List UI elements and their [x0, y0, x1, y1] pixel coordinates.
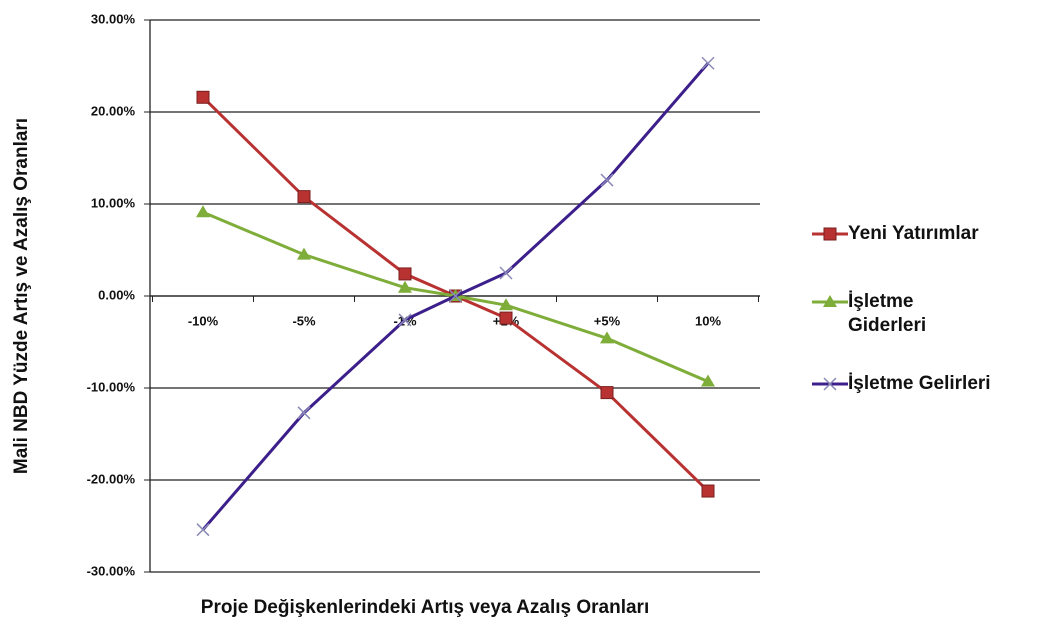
marker: [600, 331, 614, 344]
y-tick-label: -20.00%: [87, 471, 136, 486]
marker: [196, 523, 210, 537]
legend-label: İşletme Gelirleri: [848, 373, 991, 394]
x-tick-label: -5%: [292, 313, 316, 328]
marker: [600, 386, 614, 400]
marker: [297, 247, 311, 260]
legend-label: İşletme Giderleri: [848, 291, 927, 336]
x-tick-label: +5%: [594, 313, 621, 328]
y-tick-label: 10.00%: [91, 195, 136, 210]
marker: [297, 406, 311, 420]
marker: [398, 280, 412, 293]
legend-item: Yeni Yatırımlar: [812, 222, 1018, 246]
x-tick-label: -10%: [188, 313, 219, 328]
marker: [448, 289, 463, 303]
marker: [499, 298, 513, 311]
marker: [499, 266, 513, 280]
x-tick-label: 10%: [695, 313, 721, 328]
marker: [196, 90, 210, 104]
marker: [398, 313, 412, 327]
marker: [823, 295, 837, 307]
legend-label: Yeni Yatırımlar: [848, 223, 979, 244]
x-axis-label: Proje Değişkenlerindeki Artış veya Azalı…: [201, 597, 649, 618]
marker: [823, 377, 837, 391]
legend-swatch: [812, 295, 848, 307]
marker: [701, 56, 715, 70]
marker: [701, 484, 715, 498]
marker: [196, 205, 210, 218]
y-tick-label: 0.00%: [98, 287, 135, 302]
marker: [600, 173, 614, 187]
y-tick-label: -30.00%: [87, 563, 136, 578]
marker: [701, 374, 715, 387]
legend-item: İşletme Gelirleri: [812, 372, 1018, 396]
legend-item: İşletme Giderleri: [812, 290, 958, 338]
y-tick-label: -10.00%: [87, 379, 136, 394]
legend-swatch: [812, 227, 848, 241]
y-tick-label: 20.00%: [91, 103, 136, 118]
marker: [823, 227, 837, 241]
marker: [499, 311, 513, 325]
legend-swatch: [812, 377, 848, 391]
y-tick-label: 30.00%: [91, 11, 136, 26]
marker: [398, 267, 412, 281]
y-axis-label: Mali NBD Yüzde Artış ve Azalış Oranları: [11, 118, 32, 474]
marker: [297, 190, 311, 204]
